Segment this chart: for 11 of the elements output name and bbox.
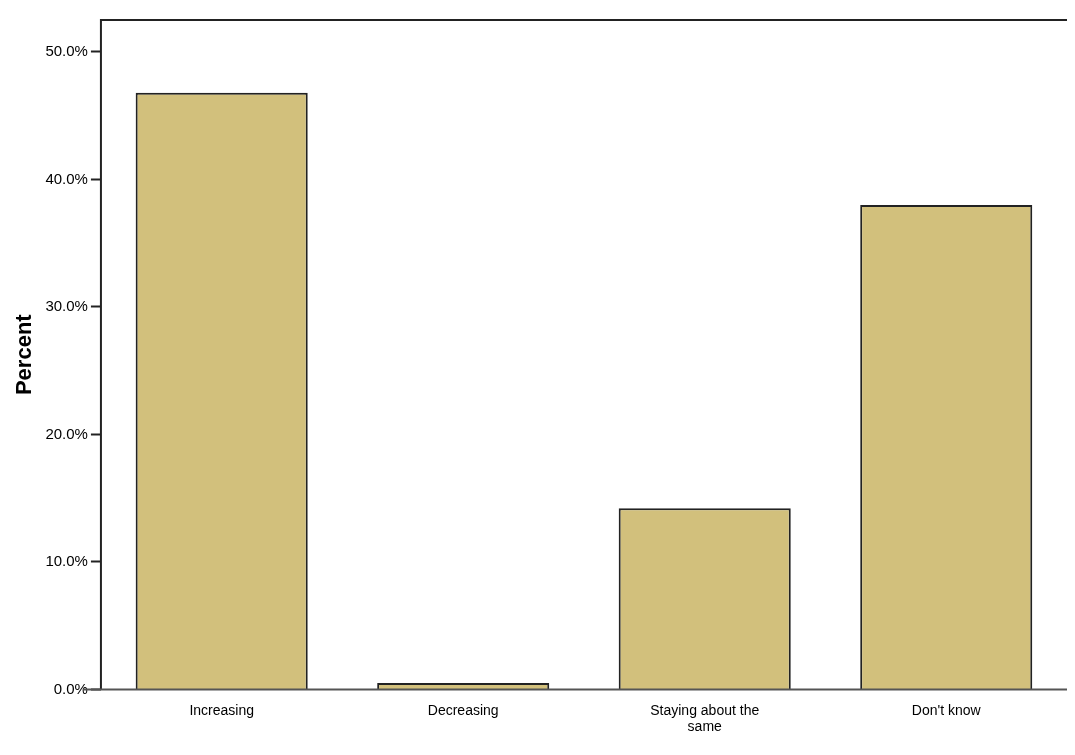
y-tick-label: 0.0% xyxy=(53,679,88,697)
y-axis-title: Percent xyxy=(11,313,37,396)
x-tick-label: Decreasing xyxy=(427,701,499,718)
y-tick-label: 20.0% xyxy=(45,424,88,442)
y-tick-label: 10.0% xyxy=(45,552,88,570)
x-tick-label: Staying about the same xyxy=(650,701,760,735)
y-tick-label: 30.0% xyxy=(45,297,88,315)
x-tick-label: Increasing xyxy=(189,701,254,718)
x-tick-label: Don't know xyxy=(911,701,982,718)
y-tick-label: 50.0% xyxy=(45,42,88,60)
y-tick-label: 40.0% xyxy=(45,169,88,187)
